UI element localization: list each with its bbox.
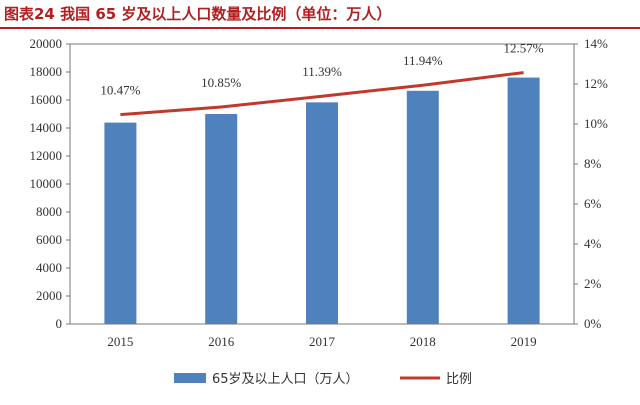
ratio-data-label: 10.47% [100, 83, 140, 98]
x-tick-label: 2017 [309, 334, 336, 349]
ratio-data-label: 10.85% [201, 75, 241, 90]
bar-series [104, 77, 540, 325]
bar [104, 122, 137, 324]
bar [406, 90, 439, 325]
legend-label-bar: 65岁及以上人口（万人） [212, 372, 359, 387]
left-axis: 0 2000 4000 6000 8000 10000 12000 14000 16000 180… [30, 36, 70, 331]
right-axis: 0% 2% 4% 6% 8% 10% 12% 14% [574, 36, 608, 331]
chart-header: 图表24 我国 65 岁及以上人口数量及比例（单位：万人） [0, 0, 640, 29]
bar [306, 102, 338, 324]
x-tick-label: 2015 [107, 334, 133, 349]
legend: 65岁及以上人口（万人） 比例 [174, 372, 472, 387]
left-tick-label: 10000 [30, 176, 63, 191]
left-tick-label: 18000 [30, 64, 63, 79]
chart-title: 图表24 我国 65 岁及以上人口数量及比例（单位：万人） [4, 5, 392, 23]
left-tick-label: 0 [56, 316, 63, 331]
left-tick-label: 14000 [30, 120, 63, 135]
right-tick-label: 2% [584, 276, 602, 291]
legend-swatch-bar [174, 373, 206, 383]
ratio-data-label: 11.94% [403, 53, 443, 68]
x-tick-label: 2016 [208, 334, 235, 349]
left-tick-label: 2000 [36, 288, 62, 303]
x-tick-label: 2019 [511, 334, 537, 349]
legend-label-line: 比例 [446, 372, 472, 387]
left-tick-label: 12000 [30, 148, 63, 163]
right-tick-label: 4% [584, 236, 602, 251]
ratio-line [120, 71, 524, 117]
right-tick-label: 6% [584, 196, 602, 211]
right-tick-label: 0% [584, 316, 602, 331]
line-series: 10.47% 10.85% 11.39% 11.94% 12.57% [100, 41, 544, 117]
ratio-data-label: 12.57% [504, 41, 544, 56]
title-underline [0, 27, 640, 29]
left-tick-label: 20000 [30, 36, 63, 51]
right-tick-label: 14% [584, 36, 608, 51]
left-tick-label: 6000 [36, 232, 62, 247]
left-tick-label: 16000 [30, 92, 63, 107]
right-tick-label: 12% [584, 76, 608, 91]
bar [507, 77, 540, 324]
left-tick-label: 8000 [36, 204, 62, 219]
left-tick-label: 4000 [36, 260, 62, 275]
right-tick-label: 8% [584, 156, 602, 171]
right-tick-label: 10% [584, 116, 608, 131]
ratio-data-label: 11.39% [302, 64, 342, 79]
x-axis: 2015 2016 2017 2018 2019 [107, 334, 536, 349]
bar [205, 113, 238, 324]
x-tick-label: 2018 [410, 334, 436, 349]
